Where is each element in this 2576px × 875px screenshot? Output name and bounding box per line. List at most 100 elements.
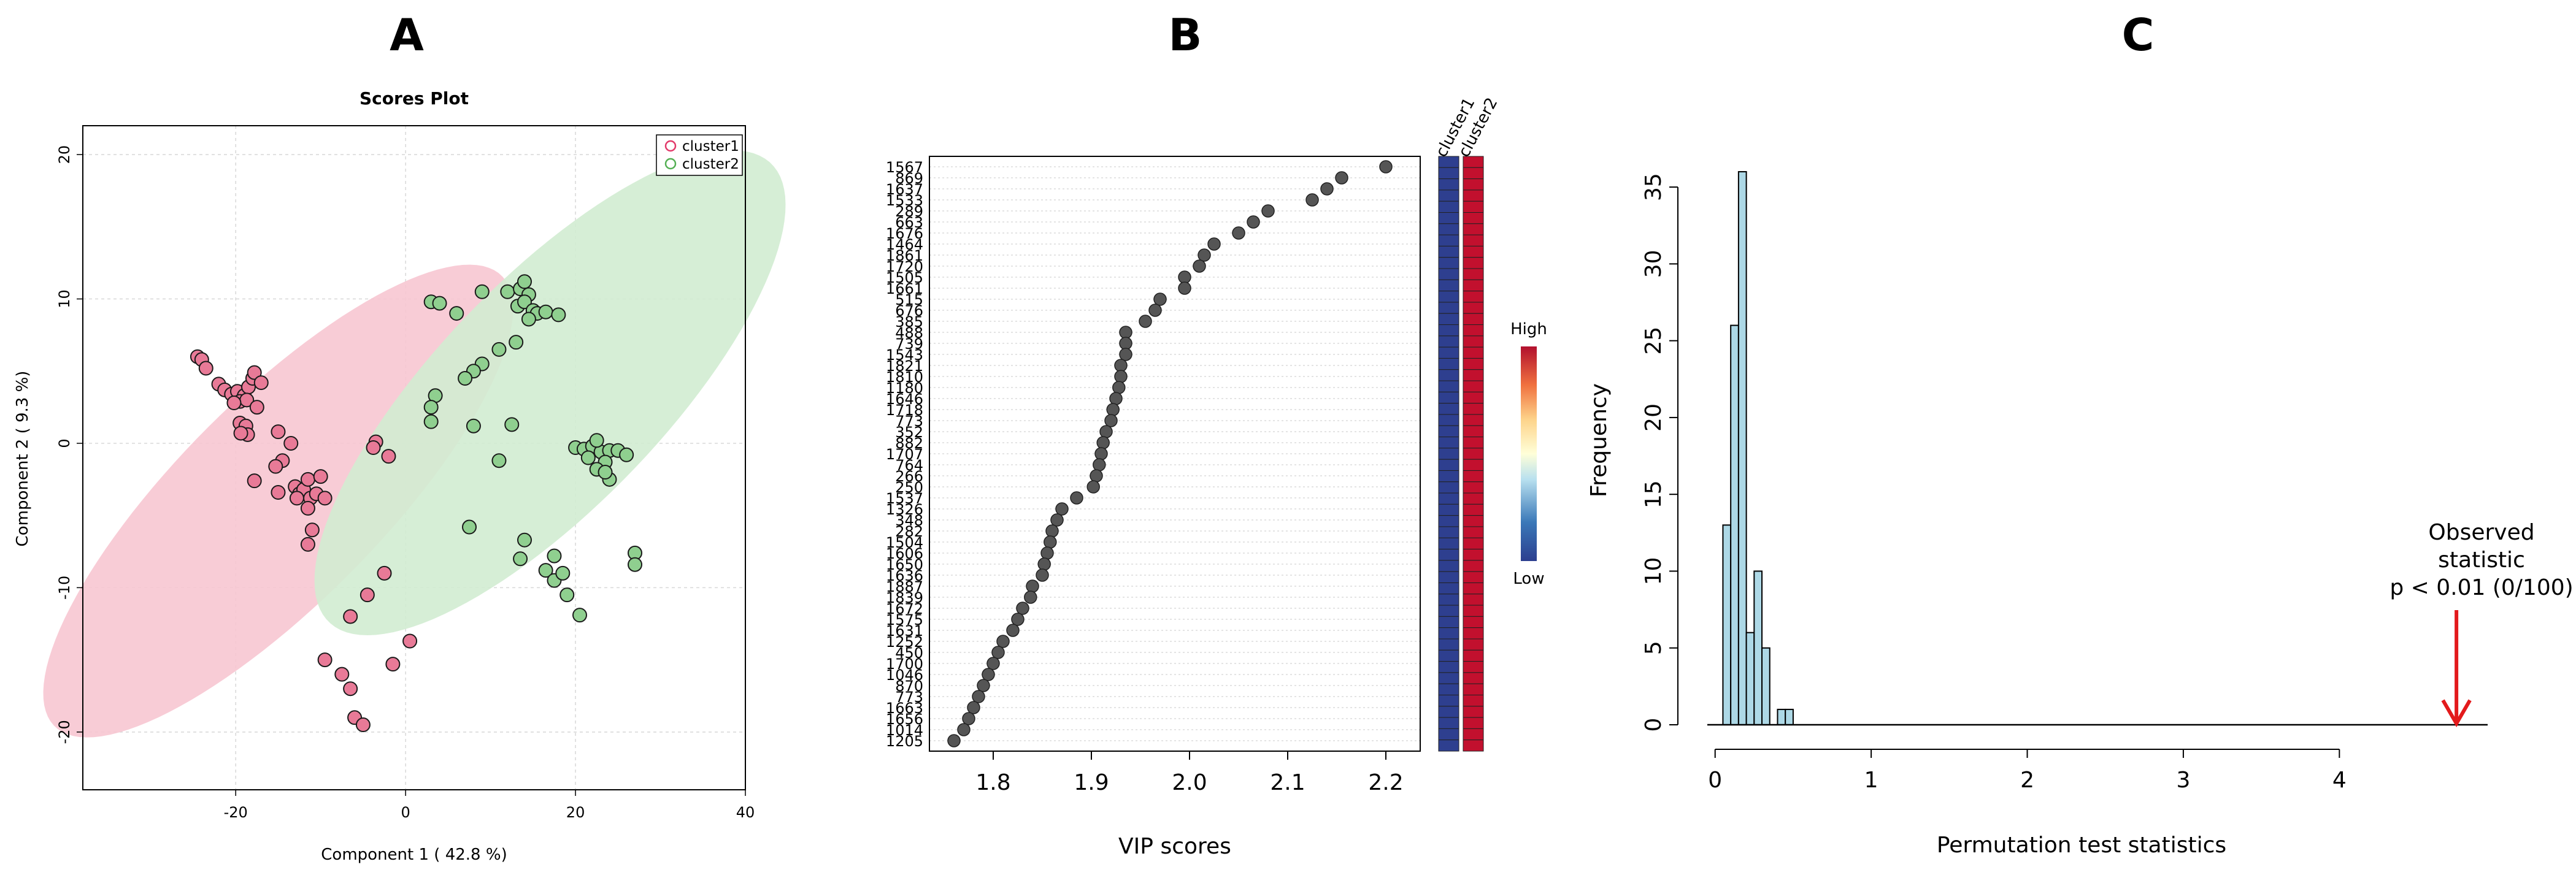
heatmap-cell-cluster1-16 [1438, 335, 1459, 348]
vip-point-3 [1305, 193, 1319, 207]
vip-point-2 [1320, 182, 1334, 196]
vip-point-25 [1096, 436, 1110, 449]
vip-feature-label-50: 1656 [886, 711, 923, 728]
histogram-bar-2 [1737, 171, 1747, 725]
vip-point-24 [1099, 425, 1113, 438]
vip-feature-label-20: 1180 [886, 380, 923, 397]
scores-ellipses [43, 150, 786, 738]
vip-feature-label-52: 1205 [886, 733, 923, 750]
vip-feature-label-48: 773 [895, 689, 923, 706]
heatmap-cell-cluster1-4 [1438, 201, 1459, 213]
legend-cluster1-icon [664, 140, 677, 152]
heatmap-cell-cluster1-26 [1438, 448, 1459, 460]
heatmap-cell-cluster2-17 [1463, 346, 1484, 359]
vip-point-52 [947, 734, 961, 747]
scores-xtick-label-0: -20 [224, 804, 248, 821]
heatmap-cell-cluster1-49 [1438, 706, 1459, 718]
panel-label-c: C [2122, 9, 2155, 61]
score-point-cluster1-39 [366, 440, 381, 456]
score-point-cluster2-22 [423, 414, 439, 429]
heatmap-cell-cluster2-19 [1463, 369, 1484, 381]
heatmap-cell-cluster2-40 [1463, 605, 1484, 617]
heatmap-cell-cluster1-6 [1438, 223, 1459, 235]
vip-feature-label-18: 1821 [886, 357, 923, 375]
scores-xtick-label-3: 40 [736, 804, 755, 821]
heatmap-cell-cluster1-23 [1438, 414, 1459, 426]
vip-feature-label-23: 773 [895, 413, 923, 430]
vip-point-44 [991, 646, 1005, 659]
histogram-x-label: Permutation test statistics [1937, 833, 2226, 858]
vip-plot-frame [929, 156, 1421, 752]
heatmap-cell-cluster1-9 [1438, 257, 1459, 269]
scores-ytick-label-0: -20 [56, 720, 73, 744]
histogram-bars [1722, 171, 1794, 726]
vip-feature-label-12: 515 [895, 291, 923, 308]
heatmap-cell-cluster1-52 [1438, 739, 1459, 752]
vip-feature-label-30: 1537 [886, 490, 923, 507]
heatmap-cell-cluster2-27 [1463, 459, 1484, 471]
vip-feature-label-2: 1637 [886, 181, 923, 198]
panel-c-permutation-histogram: 0 1 2 3 4 0 5 10 15 20 25 30 35 Permutation test st… [1586, 171, 2574, 858]
vip-point-7 [1207, 237, 1221, 251]
histogram-xtick-label-2: 2 [2020, 768, 2034, 793]
vip-feature-label-26: 1707 [886, 446, 923, 463]
score-point-cluster1-49 [385, 657, 401, 672]
histogram-ytick-label-6: 30 [1641, 250, 1666, 278]
heatmap-cell-cluster2-13 [1463, 302, 1484, 314]
vip-point-31 [1055, 502, 1069, 516]
score-point-cluster2-3 [500, 284, 515, 299]
heatmap-cell-cluster2-10 [1463, 268, 1484, 280]
heatmap-cell-cluster1-40 [1438, 605, 1459, 617]
observed-annotation-line3: p < 0.01 (0/100) [2390, 575, 2573, 600]
scores-ytick-label-3: 10 [56, 289, 73, 308]
heatmap-cell-cluster2-12 [1463, 291, 1484, 303]
vip-feature-label-51: 1014 [886, 722, 923, 739]
vip-feature-label-15: 488 [895, 324, 923, 342]
vip-point-43 [996, 635, 1010, 648]
heatmap-cell-cluster1-43 [1438, 638, 1459, 651]
histogram-bar-7 [1777, 708, 1786, 725]
heatmap-cell-cluster2-18 [1463, 357, 1484, 370]
vip-point-33 [1045, 524, 1059, 538]
vip-point-19 [1114, 370, 1128, 383]
heatmap-cell-cluster2-46 [1463, 672, 1484, 684]
score-point-cluster1-40 [381, 449, 396, 464]
heatmap-cell-cluster1-1 [1438, 167, 1459, 180]
score-point-cluster2-47 [572, 608, 587, 623]
histogram-xtick-label-4: 4 [2332, 768, 2347, 793]
legend-cluster2-icon [664, 158, 677, 170]
heatmap-cell-cluster1-35 [1438, 549, 1459, 561]
histogram-xtick-label-3: 3 [2176, 768, 2190, 793]
heatmap-cell-cluster1-7 [1438, 234, 1459, 246]
heatmap-cell-cluster2-5 [1463, 212, 1484, 224]
heatmap-cell-cluster1-47 [1438, 683, 1459, 695]
vip-feature-label-27: 764 [895, 457, 923, 474]
heatmap-cell-cluster2-6 [1463, 223, 1484, 235]
scores-xtick-label-1: 0 [401, 804, 410, 821]
heatmap-cell-cluster2-25 [1463, 437, 1484, 449]
vip-point-51 [957, 723, 971, 736]
vip-xtick-label-4: 2.2 [1368, 770, 1403, 795]
scores-x-ticks: -20 0 20 40 [224, 790, 755, 821]
vip-point-37 [1036, 568, 1049, 582]
vip-feature-label-19: 1810 [886, 369, 923, 386]
heatmap-cell-cluster2-52 [1463, 739, 1484, 752]
observed-annotation-line1: Observed [2428, 520, 2534, 545]
heatmap-cell-cluster1-20 [1438, 380, 1459, 392]
score-point-cluster2-24 [504, 417, 520, 432]
vip-feature-label-22: 1718 [886, 402, 923, 419]
heatmap-cell-cluster1-24 [1438, 425, 1459, 438]
vip-point-36 [1037, 557, 1051, 571]
score-point-cluster1-19 [249, 400, 264, 415]
vip-point-30 [1070, 491, 1083, 505]
vip-feature-label-11: 1661 [886, 280, 923, 297]
score-point-cluster1-46 [343, 681, 358, 697]
vip-point-16 [1119, 337, 1132, 350]
histogram-ytick-label-1: 5 [1641, 641, 1666, 655]
heatmap-cell-cluster2-1 [1463, 167, 1484, 180]
heatmap-cell-cluster1-19 [1438, 369, 1459, 381]
heatmap-cell-cluster1-45 [1438, 661, 1459, 673]
heatmap-cell-cluster1-21 [1438, 391, 1459, 404]
heatmap-cell-cluster2-21 [1463, 391, 1484, 404]
heatmap-cell-cluster2-22 [1463, 403, 1484, 415]
